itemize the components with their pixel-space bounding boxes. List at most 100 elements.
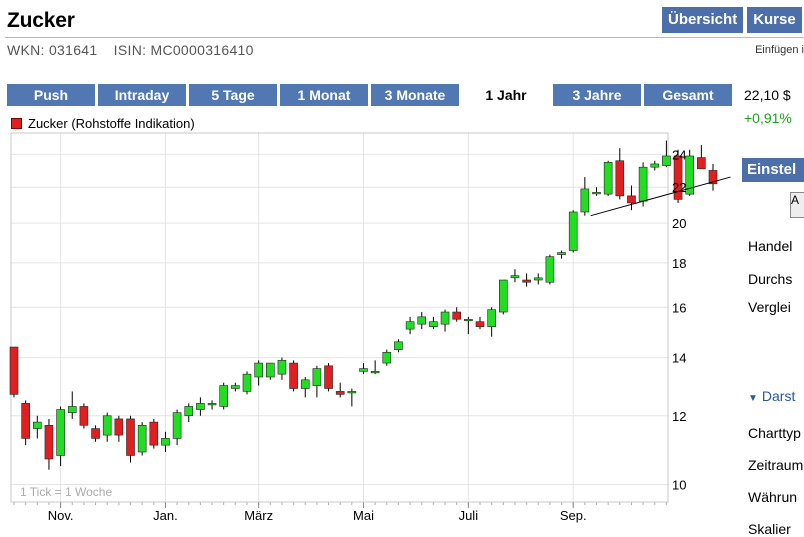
candle-up: [592, 192, 601, 195]
panel-button[interactable]: A: [790, 192, 804, 218]
candle-down: [9, 346, 19, 395]
tick-note: 1 Tick = 1 Woche: [20, 485, 112, 499]
candle-down: [21, 403, 30, 439]
candle-up: [56, 409, 65, 456]
candle-up: [557, 252, 566, 255]
sidebar-item-waehrung[interactable]: Währun: [748, 489, 798, 505]
sidebar-item-charttyp[interactable]: Charttyp: [748, 425, 801, 441]
candle-up: [137, 425, 147, 453]
candle-up: [359, 368, 368, 372]
wkn-label: WKN: 031641: [7, 42, 98, 58]
candle-up: [650, 163, 660, 168]
sidebar-item-skalierung[interactable]: Skalier: [748, 521, 791, 537]
y-tick-label: 14: [672, 351, 686, 366]
sidebar-item-zeitraum[interactable]: Zeitraum: [748, 457, 804, 473]
range-tab-push[interactable]: Push: [7, 84, 95, 106]
candle-up: [277, 360, 287, 375]
x-tick-label: März: [244, 508, 273, 523]
price-change: +0,91%: [744, 110, 792, 126]
chart-grid: [11, 133, 668, 508]
legend-swatch: [11, 118, 22, 129]
candle-up: [510, 275, 520, 279]
candle-up: [172, 412, 182, 439]
y-tick-label: 18: [672, 256, 686, 271]
nav-tab-uebersicht[interactable]: Übersicht: [662, 7, 744, 33]
triangle-down-icon: ▼: [748, 393, 758, 404]
range-tab-5-tage[interactable]: 5 Tage: [189, 84, 277, 106]
candle-up: [545, 256, 555, 283]
trendline: [590, 176, 731, 217]
candle-up: [196, 403, 205, 410]
candle-up: [219, 385, 228, 407]
candle-up: [370, 371, 380, 374]
candle-down: [79, 406, 89, 426]
candle-up: [67, 406, 77, 413]
candle-up: [32, 421, 42, 429]
candle-down: [149, 421, 159, 446]
last-price: 22,10 $: [744, 87, 791, 103]
time-range-tabs: Push Intraday 5 Tage 1 Monat 3 Monate 1 …: [7, 84, 732, 106]
candles: [9, 140, 718, 470]
candle-up: [685, 155, 695, 195]
range-tab-3-jahre[interactable]: 3 Jahre: [553, 84, 641, 106]
sidebar-item-handel[interactable]: Handel: [748, 238, 793, 254]
insert-link[interactable]: Einfügen i: [755, 44, 804, 56]
top-nav: Übersicht Kurse: [662, 7, 802, 33]
candle-up: [580, 188, 590, 213]
candle-down: [615, 160, 625, 197]
candle-up: [254, 362, 263, 378]
candle-down: [452, 311, 462, 320]
candle-down: [335, 391, 345, 395]
range-tab-intraday[interactable]: Intraday: [98, 84, 186, 106]
sidebar-item-vergleich[interactable]: Verglei: [748, 299, 791, 315]
candle-down: [673, 155, 683, 200]
range-tab-1-jahr[interactable]: 1 Jahr: [462, 84, 550, 106]
candle-up: [498, 279, 508, 313]
page-title: Zucker: [7, 9, 75, 32]
candle-down: [708, 170, 718, 185]
candle-up: [405, 321, 415, 330]
candle-down: [126, 418, 135, 456]
candle-down: [114, 418, 124, 436]
darstellung-label: Darst: [761, 388, 796, 404]
darstellung-section-toggle[interactable]: ▼ Darst: [748, 388, 795, 404]
candle-up: [347, 391, 357, 394]
candle-up: [207, 403, 217, 406]
range-tab-1-monat[interactable]: 1 Monat: [280, 84, 368, 106]
y-tick-label: 22: [672, 180, 686, 195]
candle-up: [568, 211, 578, 251]
candle-up: [161, 438, 170, 446]
range-tab-gesamt[interactable]: Gesamt: [644, 84, 732, 106]
x-tick-label: Juli: [459, 508, 479, 523]
nav-tab-kurse[interactable]: Kurse: [747, 7, 802, 33]
candle-up: [417, 316, 427, 325]
candle-up: [440, 311, 450, 325]
candle-up: [265, 362, 275, 378]
y-tick-label: 24: [672, 147, 686, 162]
candle-up: [184, 406, 194, 417]
candle-up: [429, 321, 438, 327]
candle-down: [44, 425, 54, 460]
candle-up: [394, 341, 403, 350]
y-axis: 10 12 14 16 18 20 22 24: [672, 147, 686, 492]
settings-panel-title: Einstel: [742, 158, 804, 182]
candle-down: [91, 428, 100, 439]
candle-up: [638, 166, 648, 202]
y-tick-label: 16: [672, 300, 686, 315]
candle-down: [522, 279, 531, 283]
sidebar-item-durchs[interactable]: Durchs: [748, 271, 793, 287]
identifier-row: WKN: 031641 ISIN: MC0000316410: [7, 42, 254, 58]
candle-up: [533, 277, 543, 281]
legend-label: Zucker (Rohstoffe Indikation): [28, 116, 195, 131]
trendline-group: [590, 176, 731, 217]
candle-up: [662, 155, 671, 166]
x-tick-label: Nov.: [48, 508, 74, 523]
candle-down: [627, 195, 636, 204]
x-tick-label: Sep.: [560, 508, 587, 523]
candle-up: [242, 373, 252, 392]
isin-label: ISIN: MC0000316410: [113, 42, 254, 58]
range-tab-3-monate[interactable]: 3 Monate: [371, 84, 459, 106]
candle-up: [231, 385, 240, 389]
candle-up: [603, 162, 613, 195]
